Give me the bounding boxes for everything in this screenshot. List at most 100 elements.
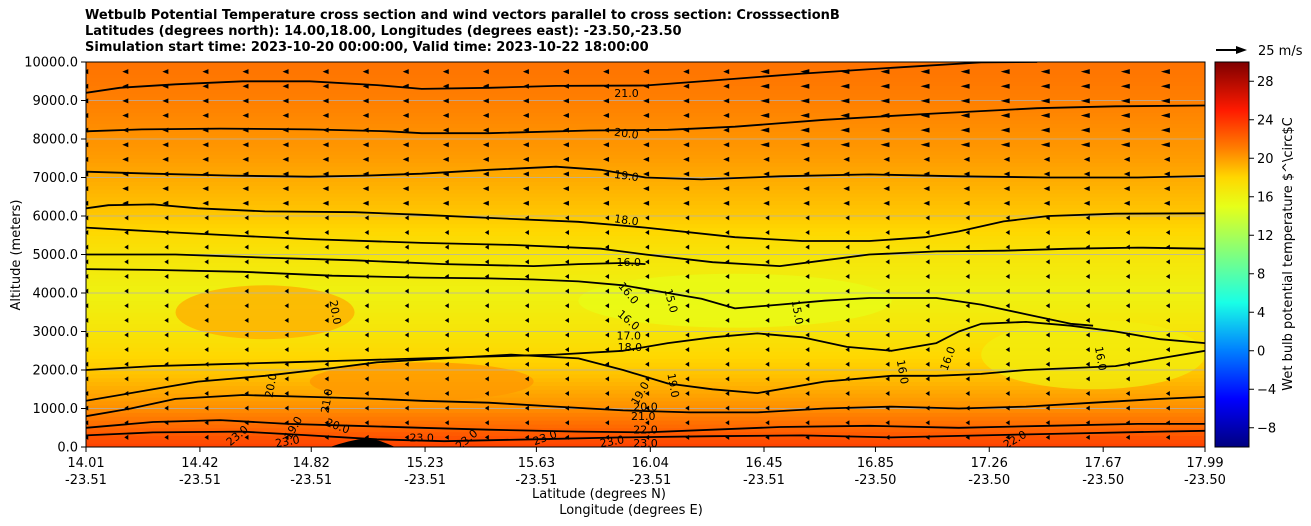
wind-arrow-icon — [1125, 273, 1130, 279]
wind-arrow-icon — [885, 288, 890, 294]
x-tick-label-lat: 16.45 — [745, 456, 782, 471]
wind-arrow-icon — [1083, 200, 1090, 206]
wind-arrow-icon — [965, 434, 970, 440]
wind-arrow-icon — [86, 127, 89, 133]
wind-arrow-icon — [643, 113, 650, 119]
wind-arrow-icon — [284, 215, 289, 221]
wind-arrow-icon — [725, 244, 730, 250]
wind-arrow-icon — [404, 361, 409, 367]
wind-arrow-icon — [1165, 376, 1170, 382]
wind-arrow-icon — [202, 127, 209, 133]
wind-arrow-icon — [564, 288, 569, 294]
wind-arrow-icon — [484, 259, 489, 265]
wind-arrow-icon — [805, 376, 810, 382]
wind-arrow-icon — [244, 288, 249, 294]
wind-arrow-icon — [1080, 98, 1090, 104]
wind-arrow-icon — [122, 83, 129, 89]
wind-arrow-icon — [1125, 215, 1130, 221]
wind-arrow-icon — [562, 186, 569, 192]
field-band — [86, 427, 1205, 433]
wind-arrow-icon — [603, 83, 610, 89]
chart-title-line-3: Simulation start time: 2023-10-20 00:00:… — [85, 40, 649, 55]
wind-arrow-icon — [484, 317, 489, 323]
wind-arrow-icon — [1160, 113, 1170, 119]
wind-arrow-icon — [645, 420, 650, 426]
wind-arrow-icon — [925, 288, 930, 294]
wind-arrow-icon — [1120, 83, 1130, 89]
field-band — [86, 343, 1205, 348]
wind-arrow-icon — [885, 347, 890, 353]
wind-arrow-icon — [482, 83, 489, 89]
wind-arrow-icon — [204, 215, 209, 221]
field-patch — [981, 319, 1205, 390]
wind-arrow-icon — [484, 390, 489, 396]
wind-arrow-icon — [805, 434, 810, 440]
wind-arrow-icon — [920, 127, 930, 133]
wind-arrow-icon — [1000, 98, 1010, 104]
field-band — [86, 393, 1205, 398]
wind-arrow-icon — [603, 186, 610, 192]
wind-arrow-icon — [805, 230, 810, 236]
wind-arrow-icon — [164, 244, 169, 250]
wind-arrow-icon — [402, 142, 409, 148]
wind-arrow-icon — [86, 156, 89, 162]
wind-arrow-icon — [524, 303, 529, 309]
wind-arrow-icon — [284, 361, 289, 367]
wind-arrow-icon — [685, 259, 690, 265]
wind-arrow-icon — [760, 113, 770, 119]
x-tick-label-lat: 17.99 — [1186, 456, 1223, 471]
colorbar-ticks: −8 −4 0 4 8 12 16 20 24 28 — [1249, 75, 1276, 436]
wind-arrow-icon — [1005, 361, 1010, 367]
wind-arrow-icon — [284, 376, 289, 382]
wind-arrow-icon — [1160, 98, 1170, 104]
wind-arrow-icon — [524, 347, 529, 353]
wind-arrow-icon — [1043, 156, 1050, 162]
field-band — [86, 323, 1205, 329]
wind-arrow-icon — [920, 69, 930, 75]
contour-label: 20.0 — [633, 401, 658, 414]
wind-arrow-icon — [885, 273, 890, 279]
field-band — [86, 204, 1205, 209]
contour-label: 16.0 — [894, 359, 911, 385]
wind-arrow-icon — [564, 244, 569, 250]
wind-arrow-icon — [442, 69, 449, 75]
contour-label: 20.0 — [327, 299, 344, 325]
wind-arrow-icon — [86, 273, 89, 279]
wind-arrow-icon — [324, 273, 329, 279]
wind-arrow-icon — [322, 127, 329, 133]
wind-arrow-icon — [845, 230, 850, 236]
field-band — [86, 227, 1205, 232]
wind-arrow-icon — [725, 317, 730, 323]
wind-arrow-icon — [164, 347, 169, 353]
contour-line — [86, 226, 1205, 267]
wind-arrow-icon — [1003, 186, 1010, 192]
wind-arrow-icon — [202, 69, 209, 75]
wind-arrow-icon — [805, 361, 810, 367]
wind-arrow-icon — [885, 317, 890, 323]
wind-arrow-icon — [1005, 405, 1010, 411]
wind-arrow-icon — [282, 142, 289, 148]
wind-arrow-icon — [282, 171, 289, 177]
field-band — [86, 231, 1205, 236]
wind-arrow-icon — [645, 303, 650, 309]
wind-arrow-icon — [402, 98, 409, 104]
colorbar: −8 −4 0 4 8 12 16 20 24 28 Wet bulb potential tem… — [1214, 61, 1296, 448]
wind-arrow-icon — [364, 347, 369, 353]
wind-arrow-icon — [1160, 142, 1170, 148]
wind-arrow-icon — [362, 186, 369, 192]
wind-arrow-icon — [444, 273, 449, 279]
wind-arrow-icon — [683, 83, 690, 89]
contour-line — [86, 165, 1205, 181]
field-band — [86, 354, 1205, 360]
wind-arrow-icon — [324, 259, 329, 265]
wind-arrow-icon — [444, 376, 449, 382]
wind-arrow-icon — [765, 215, 770, 221]
wind-arrow-icon — [603, 156, 610, 162]
wind-arrow-icon — [765, 273, 770, 279]
wind-arrow-icon — [683, 98, 690, 104]
terrain-silhouette — [330, 438, 395, 447]
contour-label: 19.0 — [664, 372, 681, 398]
wind-arrow-icon — [322, 171, 329, 177]
wind-arrow-icon — [643, 200, 650, 206]
wind-arrow-icon — [965, 244, 970, 250]
